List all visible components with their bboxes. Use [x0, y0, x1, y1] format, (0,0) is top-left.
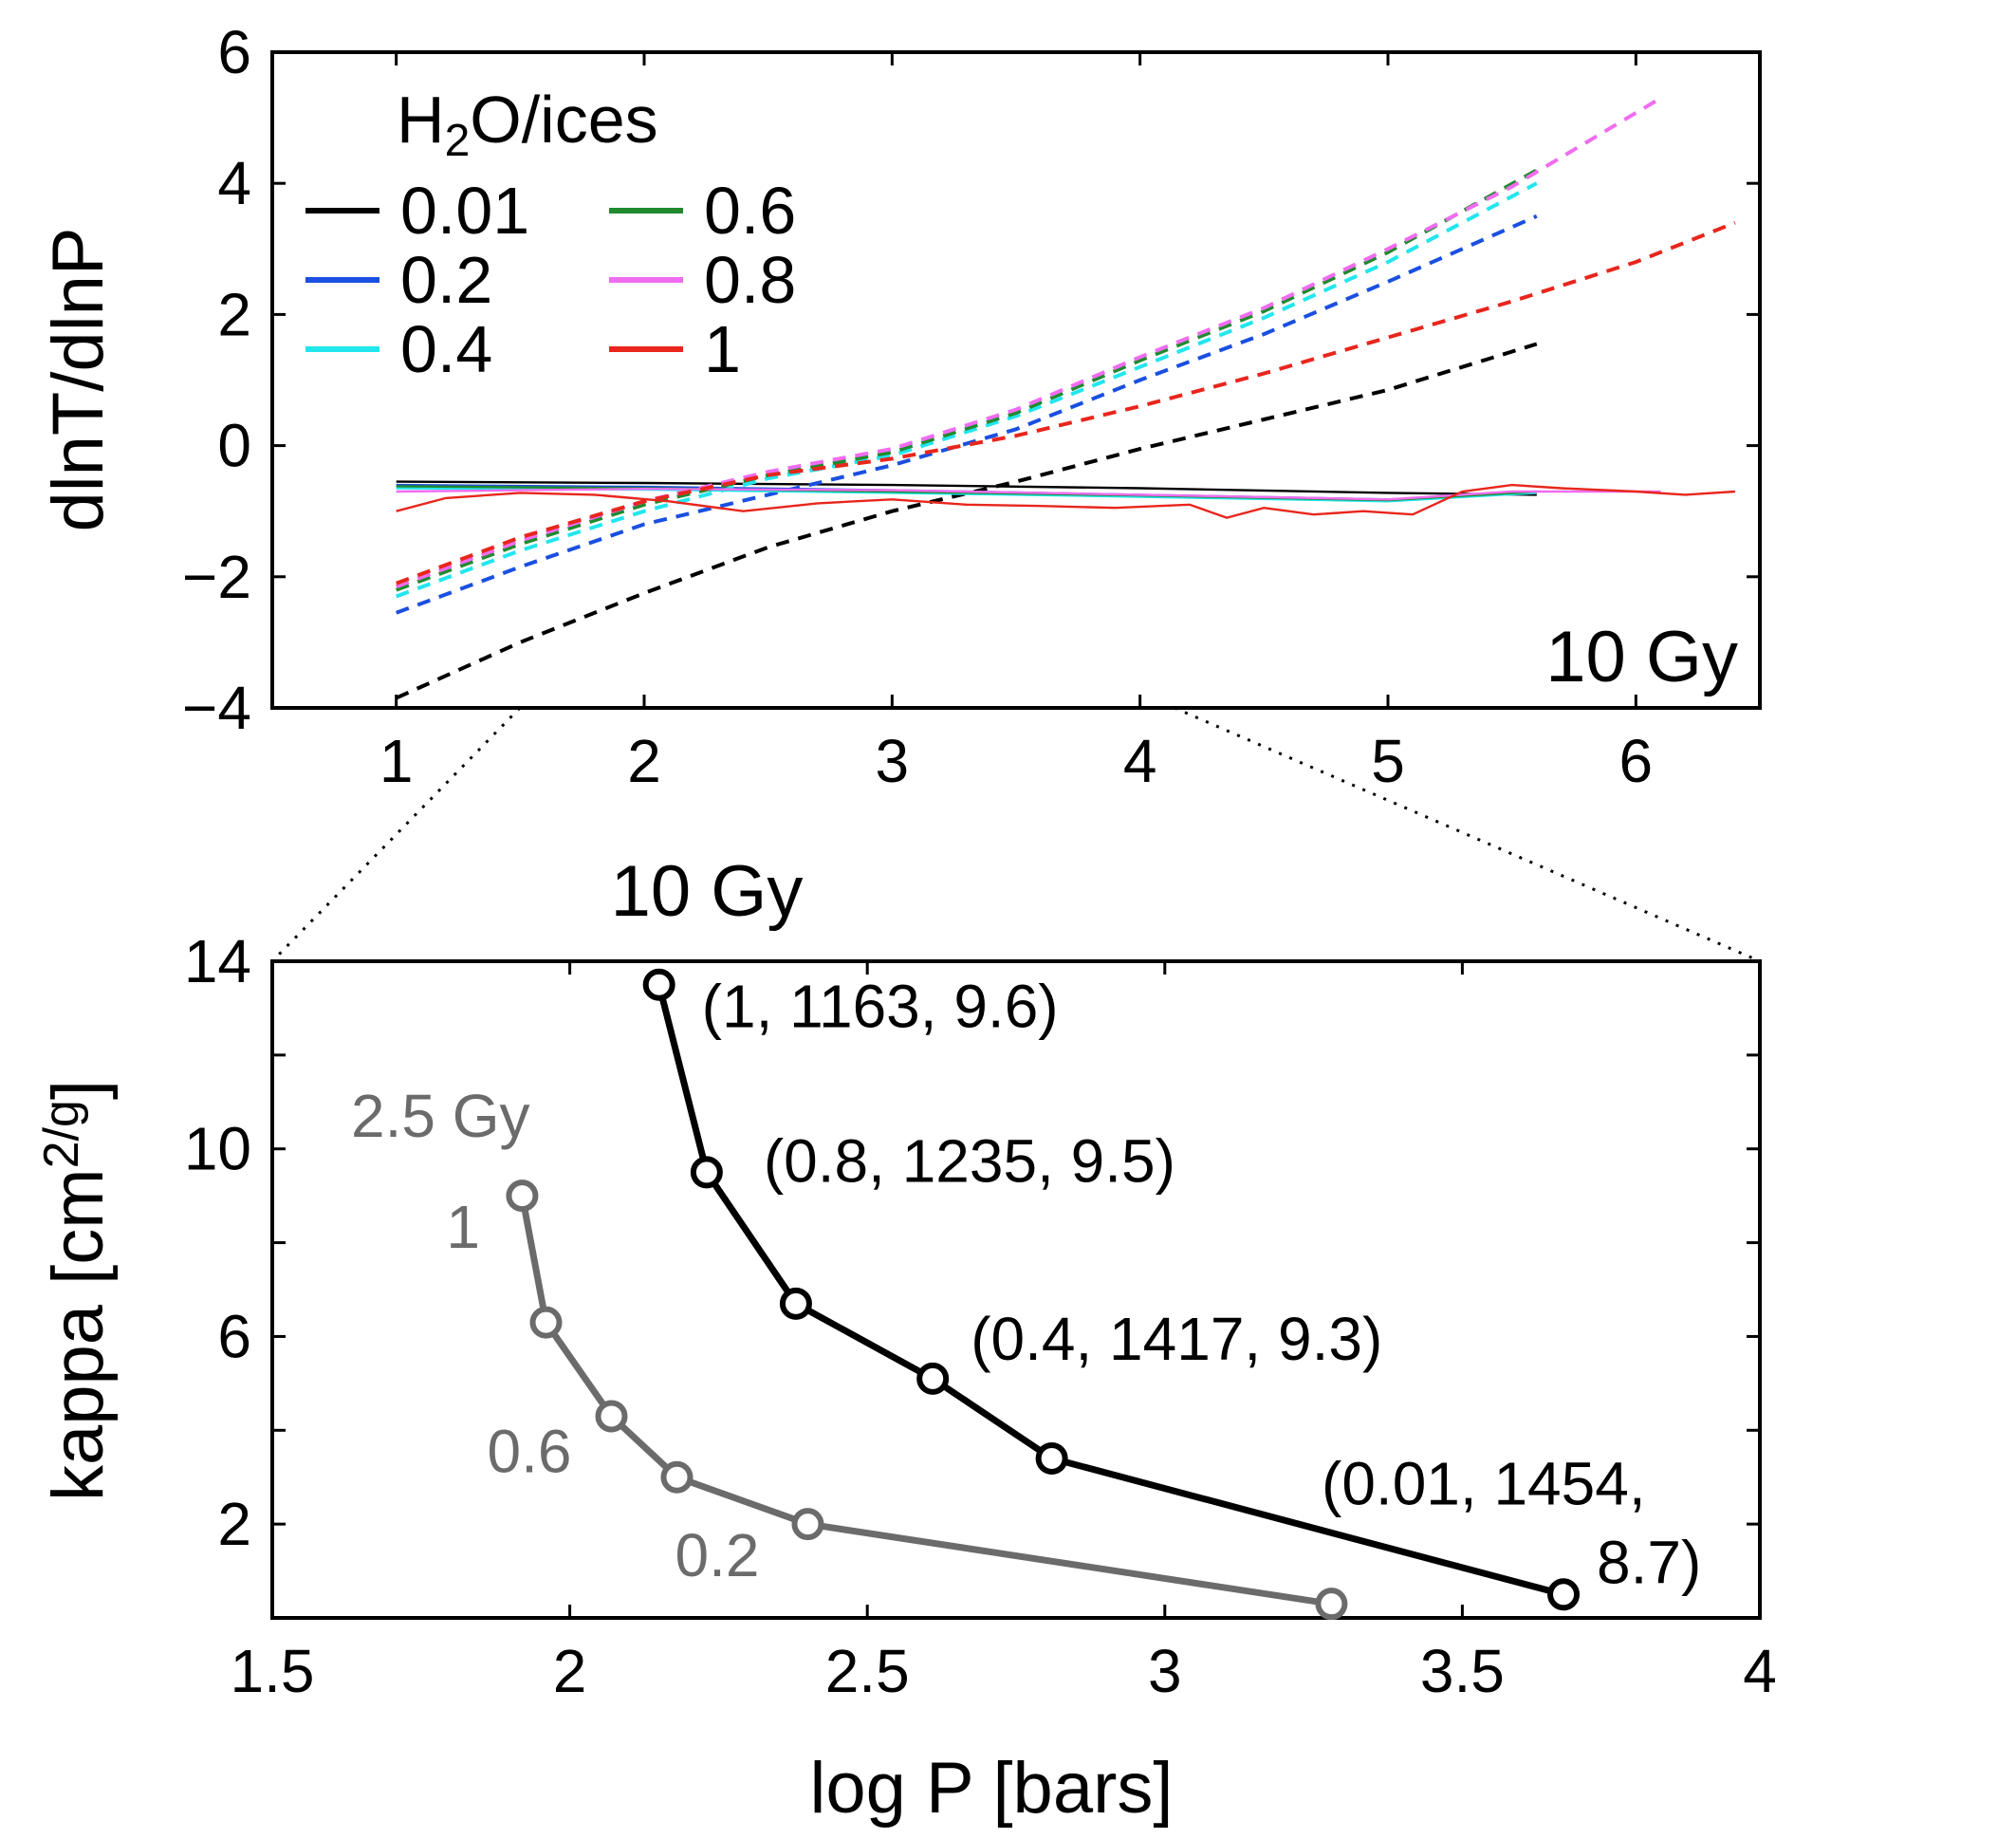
bottom-x-tick-label: 2	[553, 1637, 587, 1705]
point-label: 0.6	[487, 1418, 571, 1486]
series-0.6-dashed-line	[396, 168, 1538, 592]
point-label: 1	[446, 1193, 480, 1261]
bottom-y-axis-label: kappa [cm2/g]	[34, 1080, 119, 1501]
top-y-tick-label: 0	[217, 412, 251, 480]
series-2p5gy-line	[518, 1195, 1332, 1607]
bottom-axis-ticks: 1.5 2 2.5 3 3.5 4 2 6 10 14	[184, 927, 1777, 1705]
series-1-solid-line	[396, 483, 1735, 519]
legend-label: 0.2	[400, 243, 492, 317]
top-plot-frame	[270, 50, 1762, 710]
bottom-plot-frame	[270, 959, 1762, 1620]
annotation-2p5gy: 2.5 Gy	[351, 1082, 530, 1150]
series-10gy-point	[642, 968, 675, 1001]
bottom-x-tick-label: 3.5	[1420, 1637, 1505, 1705]
bottom-x-tick-label: 1.5	[231, 1637, 315, 1705]
point-label: (1, 1163, 9.6)	[702, 973, 1059, 1041]
top-x-tick-label: 3	[876, 727, 910, 795]
series-2p5gy-point	[1315, 1588, 1348, 1621]
top-x-tick-label: 1	[379, 727, 414, 795]
bottom-y-tick-label: 2	[217, 1490, 251, 1558]
bottom-x-axis-label: log P [bars]	[809, 1748, 1173, 1829]
series-2p5gy-point	[506, 1180, 539, 1213]
series-0.01-solid-line	[396, 480, 1537, 496]
bottom-x-tick-label: 2.5	[825, 1637, 910, 1705]
point-label: (0.01, 1454,	[1322, 1449, 1646, 1517]
top-y-tick-label: 2	[217, 280, 251, 348]
top-y-tick-label: 6	[217, 18, 251, 86]
top-x-tick-label: 4	[1123, 727, 1157, 795]
series-10gy-point	[779, 1287, 812, 1320]
series-10gy-point	[1035, 1441, 1068, 1475]
top-series-group	[395, 96, 1736, 700]
top-y-tick-label: −2	[182, 543, 251, 611]
series-2p5gy-point	[660, 1460, 694, 1494]
legend-label: 1	[704, 312, 741, 386]
series-10gy-point	[1547, 1578, 1581, 1611]
legend-label: 0.4	[400, 312, 492, 386]
bottom-y-tick-label: 14	[184, 927, 251, 995]
top-y-axis-label: dlnT/dlnP	[38, 227, 119, 531]
series-0.8-dashed-line	[396, 96, 1662, 589]
top-x-tick-label: 5	[1371, 727, 1405, 795]
series-2p5gy-point	[595, 1400, 628, 1433]
series-10gy-point	[690, 1156, 723, 1189]
top-axis-ticks: 1 2 3 4 5 6 −4 −2 0 2 4 6	[182, 18, 1760, 795]
legend-label: 0.8	[704, 243, 796, 317]
zoom-guide-left	[270, 706, 522, 963]
top-y-tick-label: 4	[217, 149, 251, 217]
bottom-x-tick-label: 3	[1148, 1637, 1182, 1705]
top-x-tick-label: 6	[1619, 727, 1654, 795]
top-x-tick-label: 2	[627, 727, 661, 795]
legend-title: H2O/ices	[397, 83, 658, 166]
series-2p5gy-point	[791, 1508, 824, 1541]
bottom-series-group: (1, 1163, 9.6) (0.8, 1235, 9.5) (0.4, 1417…	[446, 968, 1701, 1621]
top-annotation-10gy: 10 Gy	[1545, 617, 1738, 697]
series-2p5gy-point	[529, 1306, 563, 1339]
series-10gy-line	[656, 983, 1564, 1598]
series-0.01-dashed-line	[395, 342, 1538, 700]
legend-items: 0.010.20.4 0.60.81	[305, 174, 796, 386]
legend-label: 0.01	[400, 174, 529, 248]
series-0.2-dashed-line	[396, 214, 1538, 615]
point-label: (0.8, 1235, 9.5)	[764, 1126, 1175, 1195]
bottom-y-tick-label: 10	[184, 1115, 251, 1183]
legend-label: 0.6	[704, 174, 796, 248]
bottom-title-10gy: 10 Gy	[611, 851, 804, 932]
top-chart-panel: 1 2 3 4 5 6 −4 −2 0 2 4 6 dlnT/dlnP 10 Gy H2O/ices …	[38, 18, 1762, 795]
top-y-tick-label: −4	[182, 674, 251, 742]
bottom-chart-panel: 1.5 2 2.5 3 3.5 4 2 6 10 14 (1, 1163, 9.6) (0.8, 1…	[34, 851, 1777, 1829]
point-label: (0.4, 1417, 9.3)	[971, 1305, 1382, 1373]
bottom-x-tick-label: 4	[1743, 1637, 1777, 1705]
top-legend: H2O/ices 0.010.20.4 0.60.81	[305, 83, 796, 386]
zoom-guide-right	[1174, 706, 1761, 963]
point-label: 0.2	[675, 1521, 759, 1589]
series-1-dashed-line	[396, 220, 1736, 585]
series-0.8-solid-line	[396, 487, 1661, 501]
series-10gy-point	[916, 1362, 950, 1395]
point-label-continuation: 8.7)	[1597, 1528, 1701, 1596]
series-0.4-dashed-line	[396, 181, 1538, 599]
bottom-y-tick-label: 6	[217, 1302, 251, 1370]
